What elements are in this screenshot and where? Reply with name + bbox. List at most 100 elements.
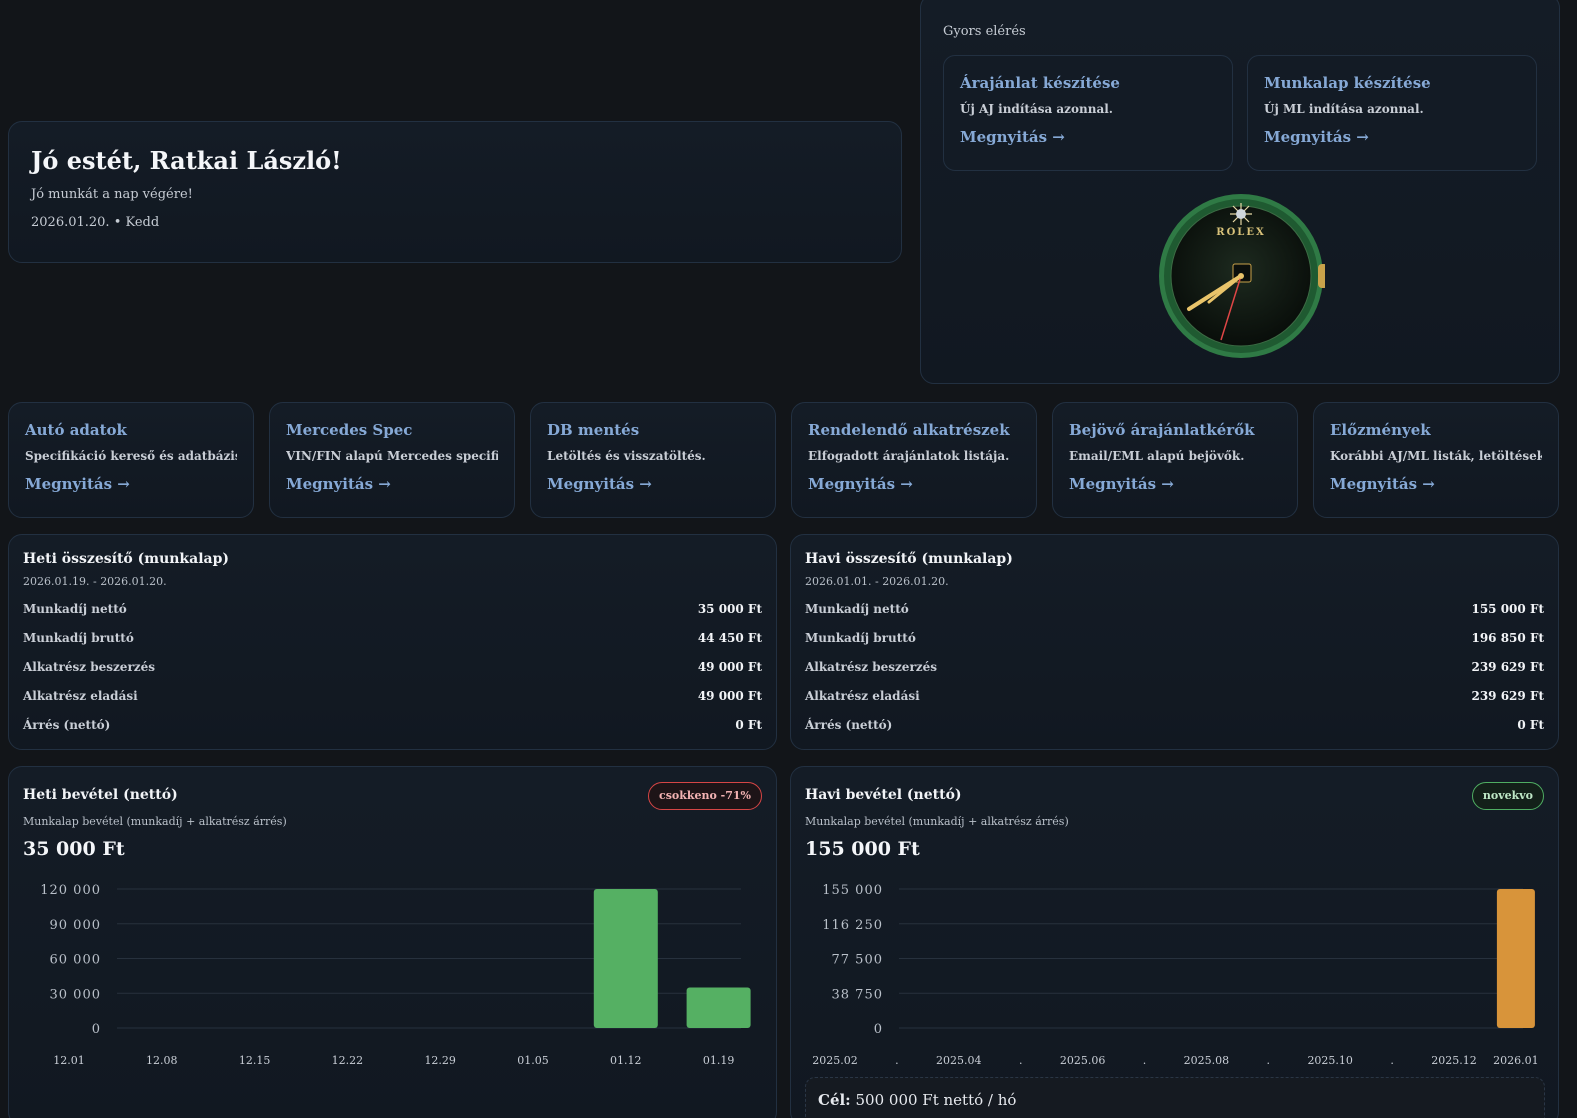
x-tick-label: 01.12 — [610, 1054, 642, 1067]
bar — [1496, 889, 1535, 1028]
y-tick-label: 155 000 — [822, 883, 883, 898]
goal-label: Cél: — [818, 1091, 851, 1109]
quick-access-title: Gyors elérés — [943, 24, 1026, 39]
tile-open-link[interactable]: Megnyitás → — [1330, 475, 1435, 493]
tile-incoming-requests[interactable]: Bejövő árajánlatkérők Email/EML alapú be… — [1052, 402, 1298, 518]
x-tick-label: 12.01 — [53, 1054, 85, 1067]
crown-logo-icon — [1230, 203, 1252, 225]
second-hand — [1220, 275, 1242, 341]
quick-access-panel: Gyors elérés Árajánlat készítése Új AJ i… — [920, 0, 1560, 384]
bar — [593, 889, 658, 1028]
summary-row: Munkadíj bruttó 196 850 Ft — [805, 623, 1544, 652]
tile-desc: Letöltés és visszatöltés. — [547, 449, 706, 463]
summary-value: 155 000 Ft — [1471, 601, 1544, 616]
tile-open-link[interactable]: Megnyitás → — [808, 475, 913, 493]
revenue-total: 35 000 Ft — [23, 838, 125, 860]
monthly-goal-box: Cél: 500 000 Ft nettó / hó — [805, 1077, 1545, 1118]
quick-card-open-link[interactable]: Megnyitás → — [960, 128, 1065, 146]
x-tick-label: 2025.06 — [1060, 1054, 1106, 1067]
x-tick-label: 2025.02 — [812, 1054, 858, 1067]
trend-badge: csokkeno -71% — [648, 782, 762, 810]
bar — [686, 987, 751, 1028]
quick-card-open-link[interactable]: Megnyitás → — [1264, 128, 1369, 146]
tile-title: Bejövő árajánlatkérők — [1069, 421, 1255, 439]
y-tick-label: 38 750 — [832, 987, 884, 1002]
summary-value: 35 000 Ft — [697, 601, 762, 616]
greeting-title: Jó estét, Ratkai László! — [31, 146, 342, 175]
tile-mercedes-spec[interactable]: Mercedes Spec VIN/FIN alapú Mercedes spe… — [269, 402, 515, 518]
weekly-revenue-card: Heti bevétel (nettó) csokkeno -71% Munka… — [8, 766, 777, 1118]
tile-car-data[interactable]: Autó adatok Specifikáció kereső és adatb… — [8, 402, 254, 518]
y-tick-label: 120 000 — [40, 883, 101, 898]
quick-card-desc: Új AJ indítása azonnal. — [960, 102, 1113, 116]
tile-open-link[interactable]: Megnyitás → — [286, 475, 391, 493]
tile-title: Előzmények — [1330, 421, 1431, 439]
revenue-title: Havi bevétel (nettó) — [805, 787, 962, 803]
tile-desc: Korábbi AJ/ML listák, letöltések. — [1330, 449, 1542, 463]
summary-value: 49 000 Ft — [697, 688, 762, 703]
summary-row: Árrés (nettó) 0 Ft — [805, 710, 1544, 739]
tile-open-link[interactable]: Megnyitás → — [25, 475, 130, 493]
x-tick-label: . — [1143, 1054, 1147, 1067]
quick-new-quote-card[interactable]: Árajánlat készítése Új AJ indítása azonn… — [943, 55, 1233, 171]
summary-label: Munkadíj nettó — [23, 601, 127, 616]
clock-brand: ROLEX — [1216, 227, 1265, 238]
summary-value: 0 Ft — [1517, 717, 1544, 732]
x-tick-label: 2026.01 — [1493, 1054, 1539, 1067]
tile-desc: VIN/FIN alapú Mercedes specifikáció. — [286, 449, 498, 463]
greeting-card: Jó estét, Ratkai László! Jó munkát a nap… — [8, 121, 902, 263]
revenue-title: Heti bevétel (nettó) — [23, 787, 178, 803]
weekly-summary-card: Heti összesítő (munkalap) 2026.01.19. - … — [8, 534, 777, 750]
y-tick-label: 60 000 — [50, 953, 102, 968]
summary-title: Heti összesítő (munkalap) — [23, 551, 230, 567]
x-tick-label: 01.19 — [703, 1054, 735, 1067]
tile-title: Autó adatok — [25, 421, 127, 439]
x-tick-label: 2025.12 — [1431, 1054, 1477, 1067]
x-tick-label: . — [895, 1054, 899, 1067]
summary-row: Alkatrész beszerzés 239 629 Ft — [805, 652, 1544, 681]
summary-range: 2026.01.19. - 2026.01.20. — [23, 575, 167, 588]
y-tick-label: 77 500 — [832, 953, 884, 968]
summary-value: 239 629 Ft — [1471, 659, 1544, 674]
tile-history[interactable]: Előzmények Korábbi AJ/ML listák, letölté… — [1313, 402, 1559, 518]
summary-value: 0 Ft — [735, 717, 762, 732]
tile-db-backup[interactable]: DB mentés Letöltés és visszatöltés. Megn… — [530, 402, 776, 518]
quick-card-title: Munkalap készítése — [1264, 74, 1431, 92]
monthly-summary-card: Havi összesítő (munkalap) 2026.01.01. - … — [790, 534, 1559, 750]
tile-desc: Email/EML alapú bejövők. — [1069, 449, 1245, 463]
x-tick-label: . — [1019, 1054, 1023, 1067]
tile-parts-to-order[interactable]: Rendelendő alkatrészek Elfogadott áraján… — [791, 402, 1037, 518]
quick-card-title: Árajánlat készítése — [960, 74, 1120, 92]
revenue-subtitle: Munkalap bevétel (munkadíj + alkatrész á… — [805, 815, 1069, 828]
summary-label: Munkadíj bruttó — [805, 630, 916, 645]
summary-value: 239 629 Ft — [1471, 688, 1544, 703]
tile-title: DB mentés — [547, 421, 640, 439]
weekly-revenue-chart: 0 30 000 60 000 90 000 120 000 12.01 12.08 12.1… — [40, 883, 751, 1067]
summary-title: Havi összesítő (munkalap) — [805, 551, 1013, 567]
summary-label: Alkatrész beszerzés — [805, 659, 937, 674]
monthly-revenue-card: Havi bevétel (nettó) novekvo Munkalap be… — [790, 766, 1559, 1118]
summary-range: 2026.01.01. - 2026.01.20. — [805, 575, 949, 588]
summary-row: Alkatrész eladási 239 629 Ft — [805, 681, 1544, 710]
tile-desc: Specifikáció kereső és adatbázis. — [25, 449, 237, 463]
tile-open-link[interactable]: Megnyitás → — [1069, 475, 1174, 493]
summary-label: Árrés (nettó) — [805, 717, 893, 732]
summary-label: Alkatrész eladási — [805, 688, 920, 703]
trend-badge: novekvo — [1471, 782, 1544, 810]
summary-label: Alkatrész eladási — [23, 688, 138, 703]
y-tick-label: 30 000 — [50, 987, 102, 1002]
summary-label: Árrés (nettó) — [23, 717, 111, 732]
tile-desc: Elfogadott árajánlatok listája. — [808, 449, 1010, 463]
y-tick-label: 90 000 — [50, 918, 102, 933]
x-tick-label: 2025.10 — [1307, 1054, 1353, 1067]
y-tick-label: 0 — [92, 1022, 101, 1037]
x-tick-label: 12.08 — [146, 1054, 178, 1067]
tile-open-link[interactable]: Megnyitás → — [547, 475, 652, 493]
tile-title: Mercedes Spec — [286, 421, 413, 439]
summary-row: Munkadíj nettó 155 000 Ft — [805, 594, 1544, 623]
x-tick-label: 12.29 — [424, 1054, 456, 1067]
quick-new-worksheet-card[interactable]: Munkalap készítése Új ML indítása azonna… — [1247, 55, 1537, 171]
x-tick-label: 12.22 — [332, 1054, 364, 1067]
y-tick-label: 116 250 — [822, 918, 883, 933]
greeting-date: 2026.01.20. • Kedd — [31, 215, 160, 230]
